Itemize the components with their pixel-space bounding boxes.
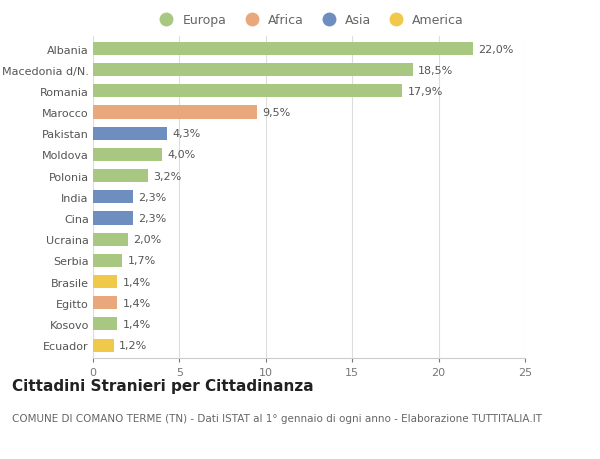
Bar — [93, 254, 122, 267]
Bar — [93, 106, 257, 119]
Text: 1,4%: 1,4% — [122, 298, 151, 308]
Text: 9,5%: 9,5% — [262, 108, 290, 118]
Text: 1,2%: 1,2% — [119, 340, 147, 350]
Bar — [93, 339, 114, 352]
Bar — [93, 212, 133, 225]
Bar — [93, 233, 128, 246]
Bar — [93, 170, 148, 183]
Text: 1,4%: 1,4% — [122, 277, 151, 287]
Bar — [93, 149, 162, 162]
Bar — [93, 64, 413, 77]
Bar — [93, 85, 403, 98]
Text: 4,0%: 4,0% — [167, 150, 196, 160]
Text: 4,3%: 4,3% — [172, 129, 201, 139]
Text: 2,0%: 2,0% — [133, 235, 161, 245]
Bar — [93, 128, 167, 140]
Bar — [93, 318, 117, 331]
Bar — [93, 43, 473, 56]
Text: 18,5%: 18,5% — [418, 66, 453, 76]
Text: 1,7%: 1,7% — [128, 256, 156, 266]
Legend: Europa, Africa, Asia, America: Europa, Africa, Asia, America — [154, 14, 464, 27]
Text: 22,0%: 22,0% — [478, 45, 514, 55]
Bar — [93, 275, 117, 288]
Text: 1,4%: 1,4% — [122, 319, 151, 329]
Text: COMUNE DI COMANO TERME (TN) - Dati ISTAT al 1° gennaio di ogni anno - Elaborazio: COMUNE DI COMANO TERME (TN) - Dati ISTAT… — [12, 413, 542, 423]
Text: 3,2%: 3,2% — [154, 171, 182, 181]
Bar — [93, 191, 133, 204]
Bar — [93, 297, 117, 310]
Text: Cittadini Stranieri per Cittadinanza: Cittadini Stranieri per Cittadinanza — [12, 379, 314, 394]
Text: 2,3%: 2,3% — [138, 213, 166, 224]
Text: 2,3%: 2,3% — [138, 192, 166, 202]
Text: 17,9%: 17,9% — [407, 87, 443, 97]
